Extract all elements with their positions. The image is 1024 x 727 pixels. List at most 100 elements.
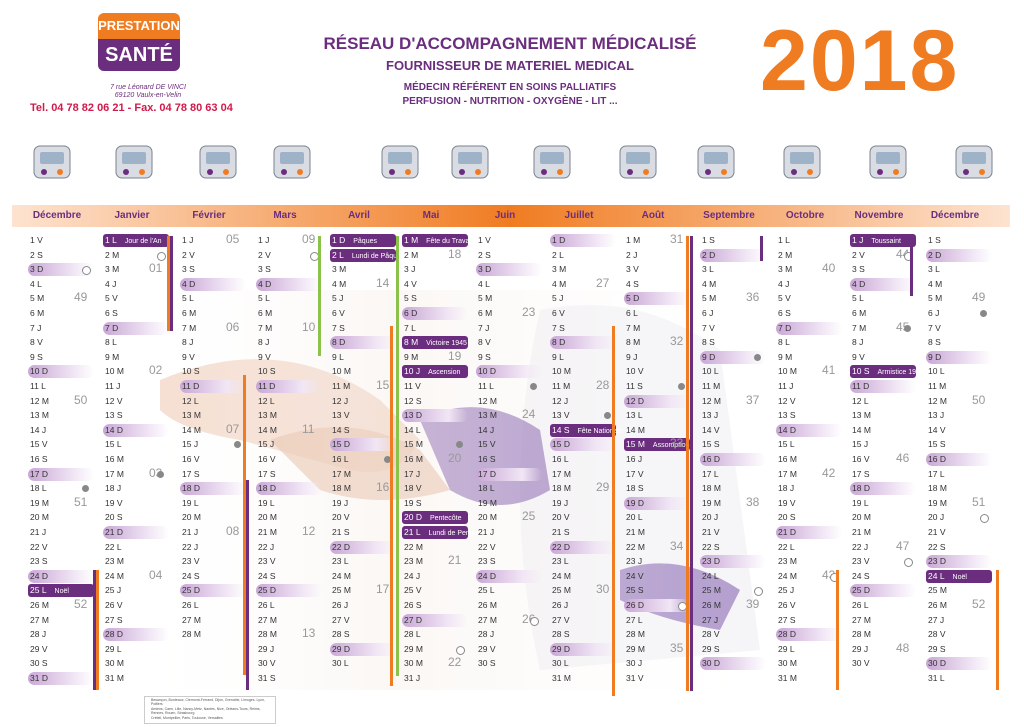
day-row: 21 L Lundi de Pentecôte xyxy=(402,526,489,539)
day-row: 10 D xyxy=(28,365,94,379)
day-row: 3 M xyxy=(550,263,616,276)
day-label: 22 D xyxy=(552,541,570,552)
day-label: 19 L xyxy=(852,497,869,508)
day-label: 27 M xyxy=(852,614,871,625)
day-label: 29 M xyxy=(404,643,423,654)
day-row: 10 L xyxy=(926,365,992,378)
day-label: 5 L xyxy=(258,293,270,304)
week-number: 15 xyxy=(376,378,390,392)
day-label: 3 M xyxy=(778,264,793,275)
day-row: 19 M xyxy=(700,497,766,510)
day-row: 27 M xyxy=(850,614,916,627)
day-row: 12 M xyxy=(926,395,992,408)
day-label: 8 L xyxy=(105,337,117,348)
day-row: 22 S xyxy=(700,541,766,554)
day-row: 4 D xyxy=(256,277,322,291)
day-row: 7 V xyxy=(700,322,766,335)
day-label: 30 D xyxy=(928,658,946,669)
day-row: 11 J xyxy=(103,380,169,393)
day-row: 6 J xyxy=(926,307,992,320)
week-number: 40 xyxy=(822,261,836,276)
day-row: 7 M xyxy=(180,322,246,335)
month-label: Novembre xyxy=(854,210,904,221)
week-number: 22 xyxy=(448,655,462,670)
day-label: 9 V xyxy=(182,351,195,362)
day-row: 20 M xyxy=(256,511,322,524)
day-row: 11 D xyxy=(850,380,916,393)
day-row: 9 M xyxy=(776,351,842,364)
day-row: 12 M xyxy=(28,395,94,408)
day-row: 20 M xyxy=(180,511,246,524)
day-row: 5 M xyxy=(700,292,766,305)
day-row: 19 M xyxy=(926,497,992,510)
day-row: 30 M xyxy=(402,657,468,670)
holiday-label: Fête du Travail xyxy=(426,238,473,245)
day-label: 29 D xyxy=(332,643,350,654)
day-label: 15 M xyxy=(626,439,645,450)
week-number: 06 xyxy=(226,319,240,334)
day-row: 23 D xyxy=(700,555,766,569)
day-label: 11 J xyxy=(778,381,794,391)
day-label: 25 J xyxy=(105,585,122,596)
day-label: 17 D xyxy=(478,468,496,479)
day-row: 18 M xyxy=(330,482,396,495)
day-row: 29 L xyxy=(776,643,842,656)
day-row: 22 S xyxy=(926,541,992,554)
day-row: 5 J xyxy=(330,292,396,305)
day-row: 16 M xyxy=(402,453,468,466)
day-row: 12 L xyxy=(850,395,916,408)
week-number: 08 xyxy=(226,524,240,538)
day-label: 13 M xyxy=(852,410,871,421)
day-label: 13 V xyxy=(332,410,350,421)
day-label: 5 V xyxy=(105,293,118,304)
day-label: 15 L xyxy=(778,439,795,450)
day-row: 3 M xyxy=(103,263,169,276)
day-label: 2 J xyxy=(626,249,638,260)
day-row: 1 M Fête du Travail xyxy=(402,234,472,247)
day-row: 2 D xyxy=(700,248,766,262)
day-row: 9 M xyxy=(103,351,169,364)
day-row: 8 L xyxy=(776,336,842,349)
day-label: 7 D xyxy=(105,322,119,333)
day-row: 23 S xyxy=(28,555,94,568)
day-row: 22 J xyxy=(850,541,916,554)
month-label: Juin xyxy=(494,210,516,221)
day-row: 25 J xyxy=(776,584,842,597)
day-label: 9 L xyxy=(552,351,564,362)
day-row: 13 L xyxy=(624,409,690,422)
day-label: 31 V xyxy=(626,673,644,683)
day-row: 13 M xyxy=(850,409,916,422)
day-label: 21 S xyxy=(552,527,570,537)
day-label: 2 D xyxy=(702,249,716,260)
day-label: 31 M xyxy=(105,673,124,683)
day-row: 26 M xyxy=(926,599,992,612)
day-label: 24 J xyxy=(404,570,421,581)
day-label: 1 D xyxy=(552,235,566,245)
month-label: Décembre xyxy=(930,210,980,221)
day-row: 3 D xyxy=(28,263,94,277)
day-row: 25 V xyxy=(402,584,468,597)
day-label: 27 S xyxy=(105,614,123,625)
day-row: 1 V xyxy=(476,234,542,247)
day-label: 19 M xyxy=(702,497,721,508)
week-number: 13 xyxy=(302,626,316,641)
day-row: 25 M xyxy=(330,584,396,597)
day-row: 11 D xyxy=(180,380,246,393)
day-row: 6 J xyxy=(700,307,766,320)
day-label: 21 J xyxy=(30,527,47,537)
day-row: 4 D xyxy=(850,277,916,291)
day-label: 7 J xyxy=(30,322,42,333)
day-label: 18 J xyxy=(105,483,122,494)
day-row: 16 S xyxy=(28,453,94,466)
day-label: 16 L xyxy=(552,454,569,464)
day-row: 24 M xyxy=(330,570,396,583)
day-label: 26 M xyxy=(30,600,49,610)
holiday-label: Toussaint xyxy=(871,238,901,245)
day-label: 1 L xyxy=(778,235,790,245)
day-row: 25 M xyxy=(700,584,766,597)
day-label: 6 M xyxy=(258,308,273,318)
day-label: 10 D xyxy=(30,366,48,377)
day-label: 10 S xyxy=(852,366,870,377)
patient-lift-icon xyxy=(608,130,668,194)
medical-bed-icon xyxy=(262,130,322,194)
